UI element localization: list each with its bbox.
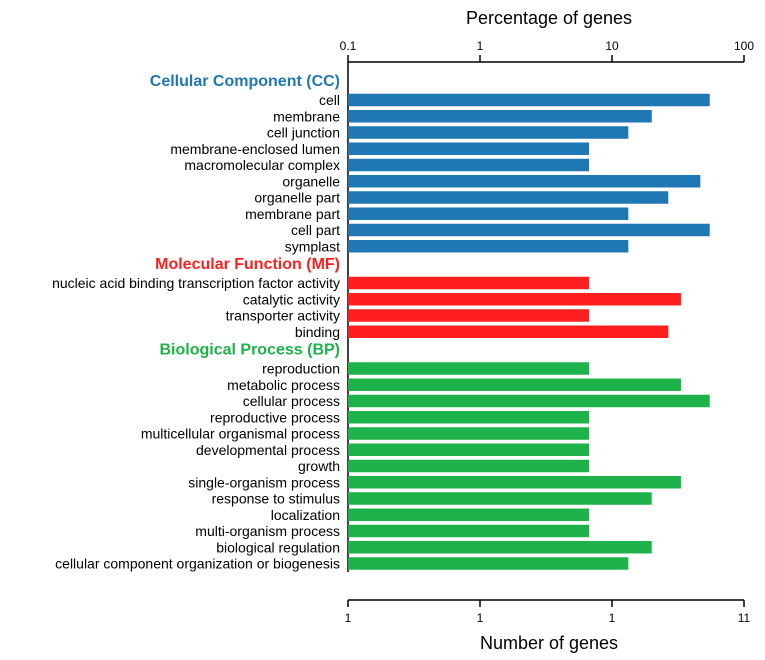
category-label: membrane-enclosed lumen (170, 141, 340, 157)
category-label: cellular process (243, 393, 340, 409)
bar-organelle-part (348, 191, 669, 204)
category-label: organelle (282, 173, 340, 189)
bar-cell-junction (348, 126, 629, 139)
category-label: single-organism process (188, 474, 340, 490)
group-label: Cellular Component (CC) (150, 73, 340, 90)
category-label: macromolecular complex (184, 157, 340, 173)
bar-catalytic-activity (348, 293, 681, 306)
category-label: transporter activity (226, 308, 340, 324)
bar-reproduction (348, 362, 590, 375)
bars-layer (348, 93, 710, 570)
top-axis-title: Percentage of genes (466, 8, 632, 28)
top-tick-label: 1 (477, 39, 484, 53)
bottom-tick-label: 1 (345, 611, 352, 625)
bar-response-to-stimulus (348, 492, 652, 505)
category-label: membrane part (245, 206, 340, 222)
category-label: growth (298, 458, 340, 474)
group-label: Molecular Function (MF) (155, 256, 340, 273)
bottom-axis-title: Number of genes (480, 633, 618, 653)
category-label: catalytic activity (243, 291, 340, 307)
category-label: reproduction (262, 361, 340, 377)
bottom-tick-label: 1 (477, 611, 484, 625)
bar-organelle (348, 175, 701, 188)
category-label: binding (295, 324, 340, 340)
bar-metabolic-process (348, 378, 681, 391)
top-tick-label: 0.1 (340, 39, 357, 53)
bar-developmental-process (348, 443, 590, 456)
category-label: biological regulation (216, 539, 340, 555)
bar-symplast (348, 240, 629, 253)
bottom-axis-ticks: 1 1 1 11 (345, 600, 751, 625)
category-label: reproductive process (210, 409, 340, 425)
top-tick-label: 10 (605, 39, 619, 53)
category-label: membrane (273, 108, 340, 124)
bar-transporter-activity (348, 309, 590, 322)
bottom-tick-label: 11 (738, 611, 751, 625)
top-axis-ticks: 0.1 1 10 100 (340, 39, 754, 62)
bar-multicellular-organismal-process (348, 427, 590, 440)
category-label: organelle part (254, 190, 340, 206)
bar-membrane-part (348, 207, 629, 220)
bar-membrane (348, 110, 652, 123)
group-label: Biological Process (BP) (160, 342, 341, 359)
bar-localization (348, 508, 590, 521)
bar-single-organism-process (348, 476, 681, 489)
category-label: cell (319, 92, 340, 108)
bar-macromolecular-complex (348, 158, 590, 172)
bar-reproductive-process (348, 411, 590, 424)
bar-cell-part (348, 223, 710, 237)
bottom-tick-label: 1 (609, 611, 616, 625)
category-label: symplast (285, 238, 340, 254)
category-label: cellular component organization or bioge… (55, 556, 340, 572)
category-label: developmental process (196, 442, 340, 458)
bar-biological-regulation (348, 541, 652, 554)
bar-nucleic-acid-binding-transcription-factor-activity (348, 276, 590, 290)
category-label: response to stimulus (212, 491, 340, 507)
bar-cellular-component-organization-or-biogenesis (348, 557, 629, 570)
bar-cell (348, 93, 710, 107)
category-label: metabolic process (227, 377, 340, 393)
bar-cellular-process (348, 394, 710, 408)
category-label: cell junction (267, 125, 340, 141)
bar-membrane-enclosed-lumen (348, 142, 590, 155)
category-label: cell part (291, 222, 340, 238)
category-label: multicellular organismal process (141, 426, 340, 442)
category-label: localization (271, 507, 340, 523)
category-label: multi-organism process (195, 523, 340, 539)
bar-growth (348, 459, 590, 473)
category-label: nucleic acid binding transcription facto… (52, 275, 340, 291)
bar-binding (348, 325, 669, 338)
bar-multi-organism-process (348, 524, 590, 538)
labels-layer: Cellular Component (CC)cellmembranecell … (52, 73, 340, 572)
top-tick-label: 100 (734, 39, 754, 53)
